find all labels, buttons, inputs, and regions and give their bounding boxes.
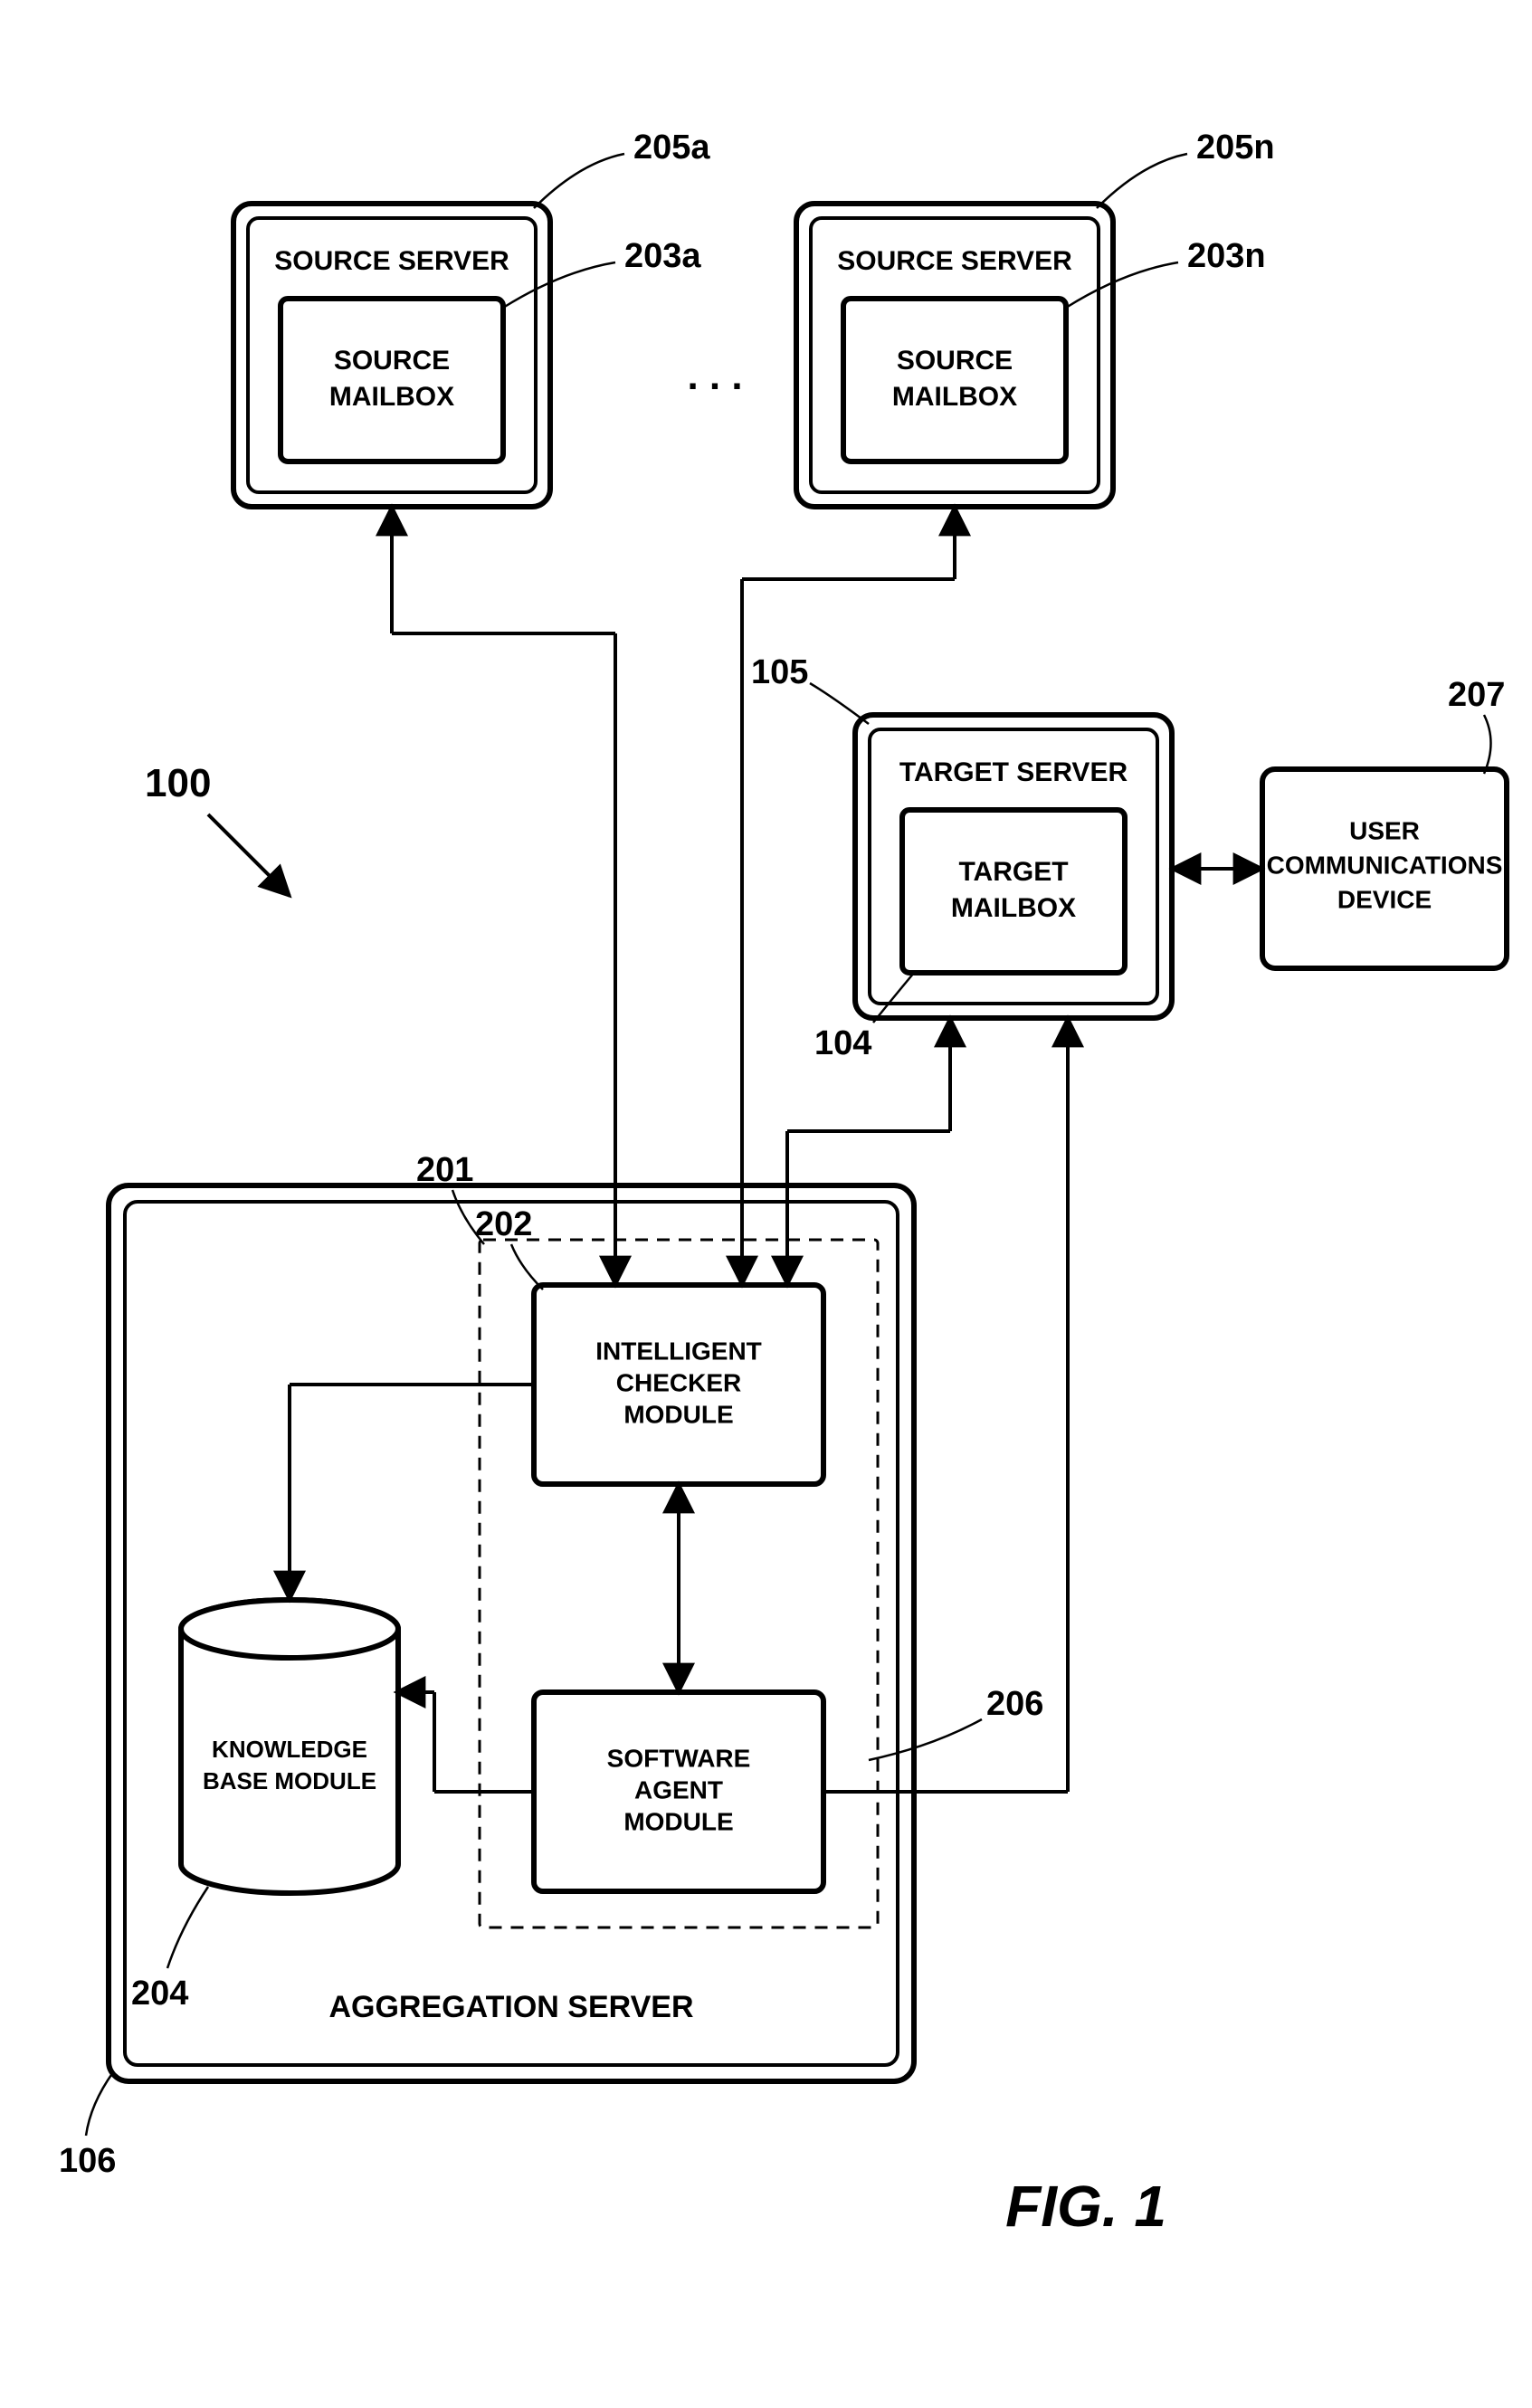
leader-203n	[1066, 262, 1178, 308]
target-mailbox-line1: TARGET	[958, 857, 1068, 887]
aggregation-server: AGGREGATION SERVER INTELLIGENT CHECKER M…	[109, 1185, 914, 2081]
leader-206	[869, 1719, 982, 1760]
leader-202	[511, 1244, 543, 1290]
source-server-a: SOURCE SERVER SOURCE MAILBOX	[233, 204, 550, 507]
ref-105: 105	[751, 653, 808, 691]
sam-line2: AGENT	[634, 1775, 723, 1804]
ref-106: 106	[59, 2142, 116, 2180]
edge-sam-target	[823, 1018, 1068, 1792]
user-device-line2: COMMUNICATIONS	[1267, 851, 1503, 879]
user-device-line3: DEVICE	[1337, 885, 1432, 913]
figure-caption: FIG. 1	[1005, 2174, 1166, 2239]
knowledge-base-module: KNOWLEDGE BASE MODULE	[181, 1600, 398, 1893]
ref-104: 104	[814, 1024, 871, 1062]
sam-line1: SOFTWARE	[607, 1744, 751, 1772]
ref-100-arrow	[208, 814, 290, 896]
icm-line3: MODULE	[623, 1400, 733, 1428]
ellipsis: . . .	[687, 354, 742, 398]
target-server: TARGET SERVER TARGET MAILBOX	[855, 715, 1172, 1018]
user-device: USER COMMUNICATIONS DEVICE	[1262, 769, 1507, 968]
edge-sam-kbm	[396, 1692, 534, 1792]
leader-104	[873, 973, 914, 1023]
ref-202: 202	[475, 1205, 532, 1243]
source-mailbox-a-line1: SOURCE	[334, 346, 450, 376]
ref-201: 201	[416, 1151, 473, 1189]
ref-203n: 203n	[1187, 237, 1266, 275]
leader-203a	[503, 262, 615, 308]
edge-icm-kbm	[290, 1385, 534, 1600]
sam-line3: MODULE	[623, 1807, 733, 1835]
ref-100: 100	[145, 761, 211, 805]
target-mailbox-line2: MAILBOX	[951, 893, 1076, 923]
source-server-a-title: SOURCE SERVER	[274, 246, 509, 276]
source-mailbox-a-line2: MAILBOX	[329, 382, 454, 412]
leader-207	[1484, 715, 1491, 774]
icm-line2: CHECKER	[616, 1368, 741, 1396]
ref-205n: 205n	[1196, 128, 1275, 167]
ref-205a: 205a	[633, 128, 710, 167]
leader-105	[810, 683, 869, 724]
source-server-n: SOURCE SERVER SOURCE MAILBOX	[796, 204, 1113, 507]
source-mailbox-n-line1: SOURCE	[897, 346, 1013, 376]
target-server-title: TARGET SERVER	[899, 757, 1128, 787]
edge-sourceN-icm	[742, 507, 955, 1285]
ref-206: 206	[986, 1685, 1043, 1723]
source-mailbox-n-line2: MAILBOX	[892, 382, 1017, 412]
ref-203a: 203a	[624, 237, 701, 275]
kbm-line1: KNOWLEDGE	[212, 1736, 367, 1763]
leader-205a	[534, 154, 624, 208]
leader-204	[167, 1887, 208, 1968]
source-server-n-title: SOURCE SERVER	[837, 246, 1072, 276]
kbm-line2: BASE MODULE	[203, 1767, 376, 1794]
aggregation-server-title: AGGREGATION SERVER	[328, 1990, 693, 2024]
icm-line1: INTELLIGENT	[595, 1337, 762, 1365]
leader-205n	[1097, 154, 1187, 208]
user-device-line1: USER	[1349, 816, 1420, 844]
leader-106	[86, 2072, 113, 2136]
ref-204: 204	[131, 1975, 188, 2013]
diagram-canvas: SOURCE SERVER SOURCE MAILBOX 205a 203a .…	[0, 0, 1532, 2408]
ref-207: 207	[1448, 676, 1505, 714]
